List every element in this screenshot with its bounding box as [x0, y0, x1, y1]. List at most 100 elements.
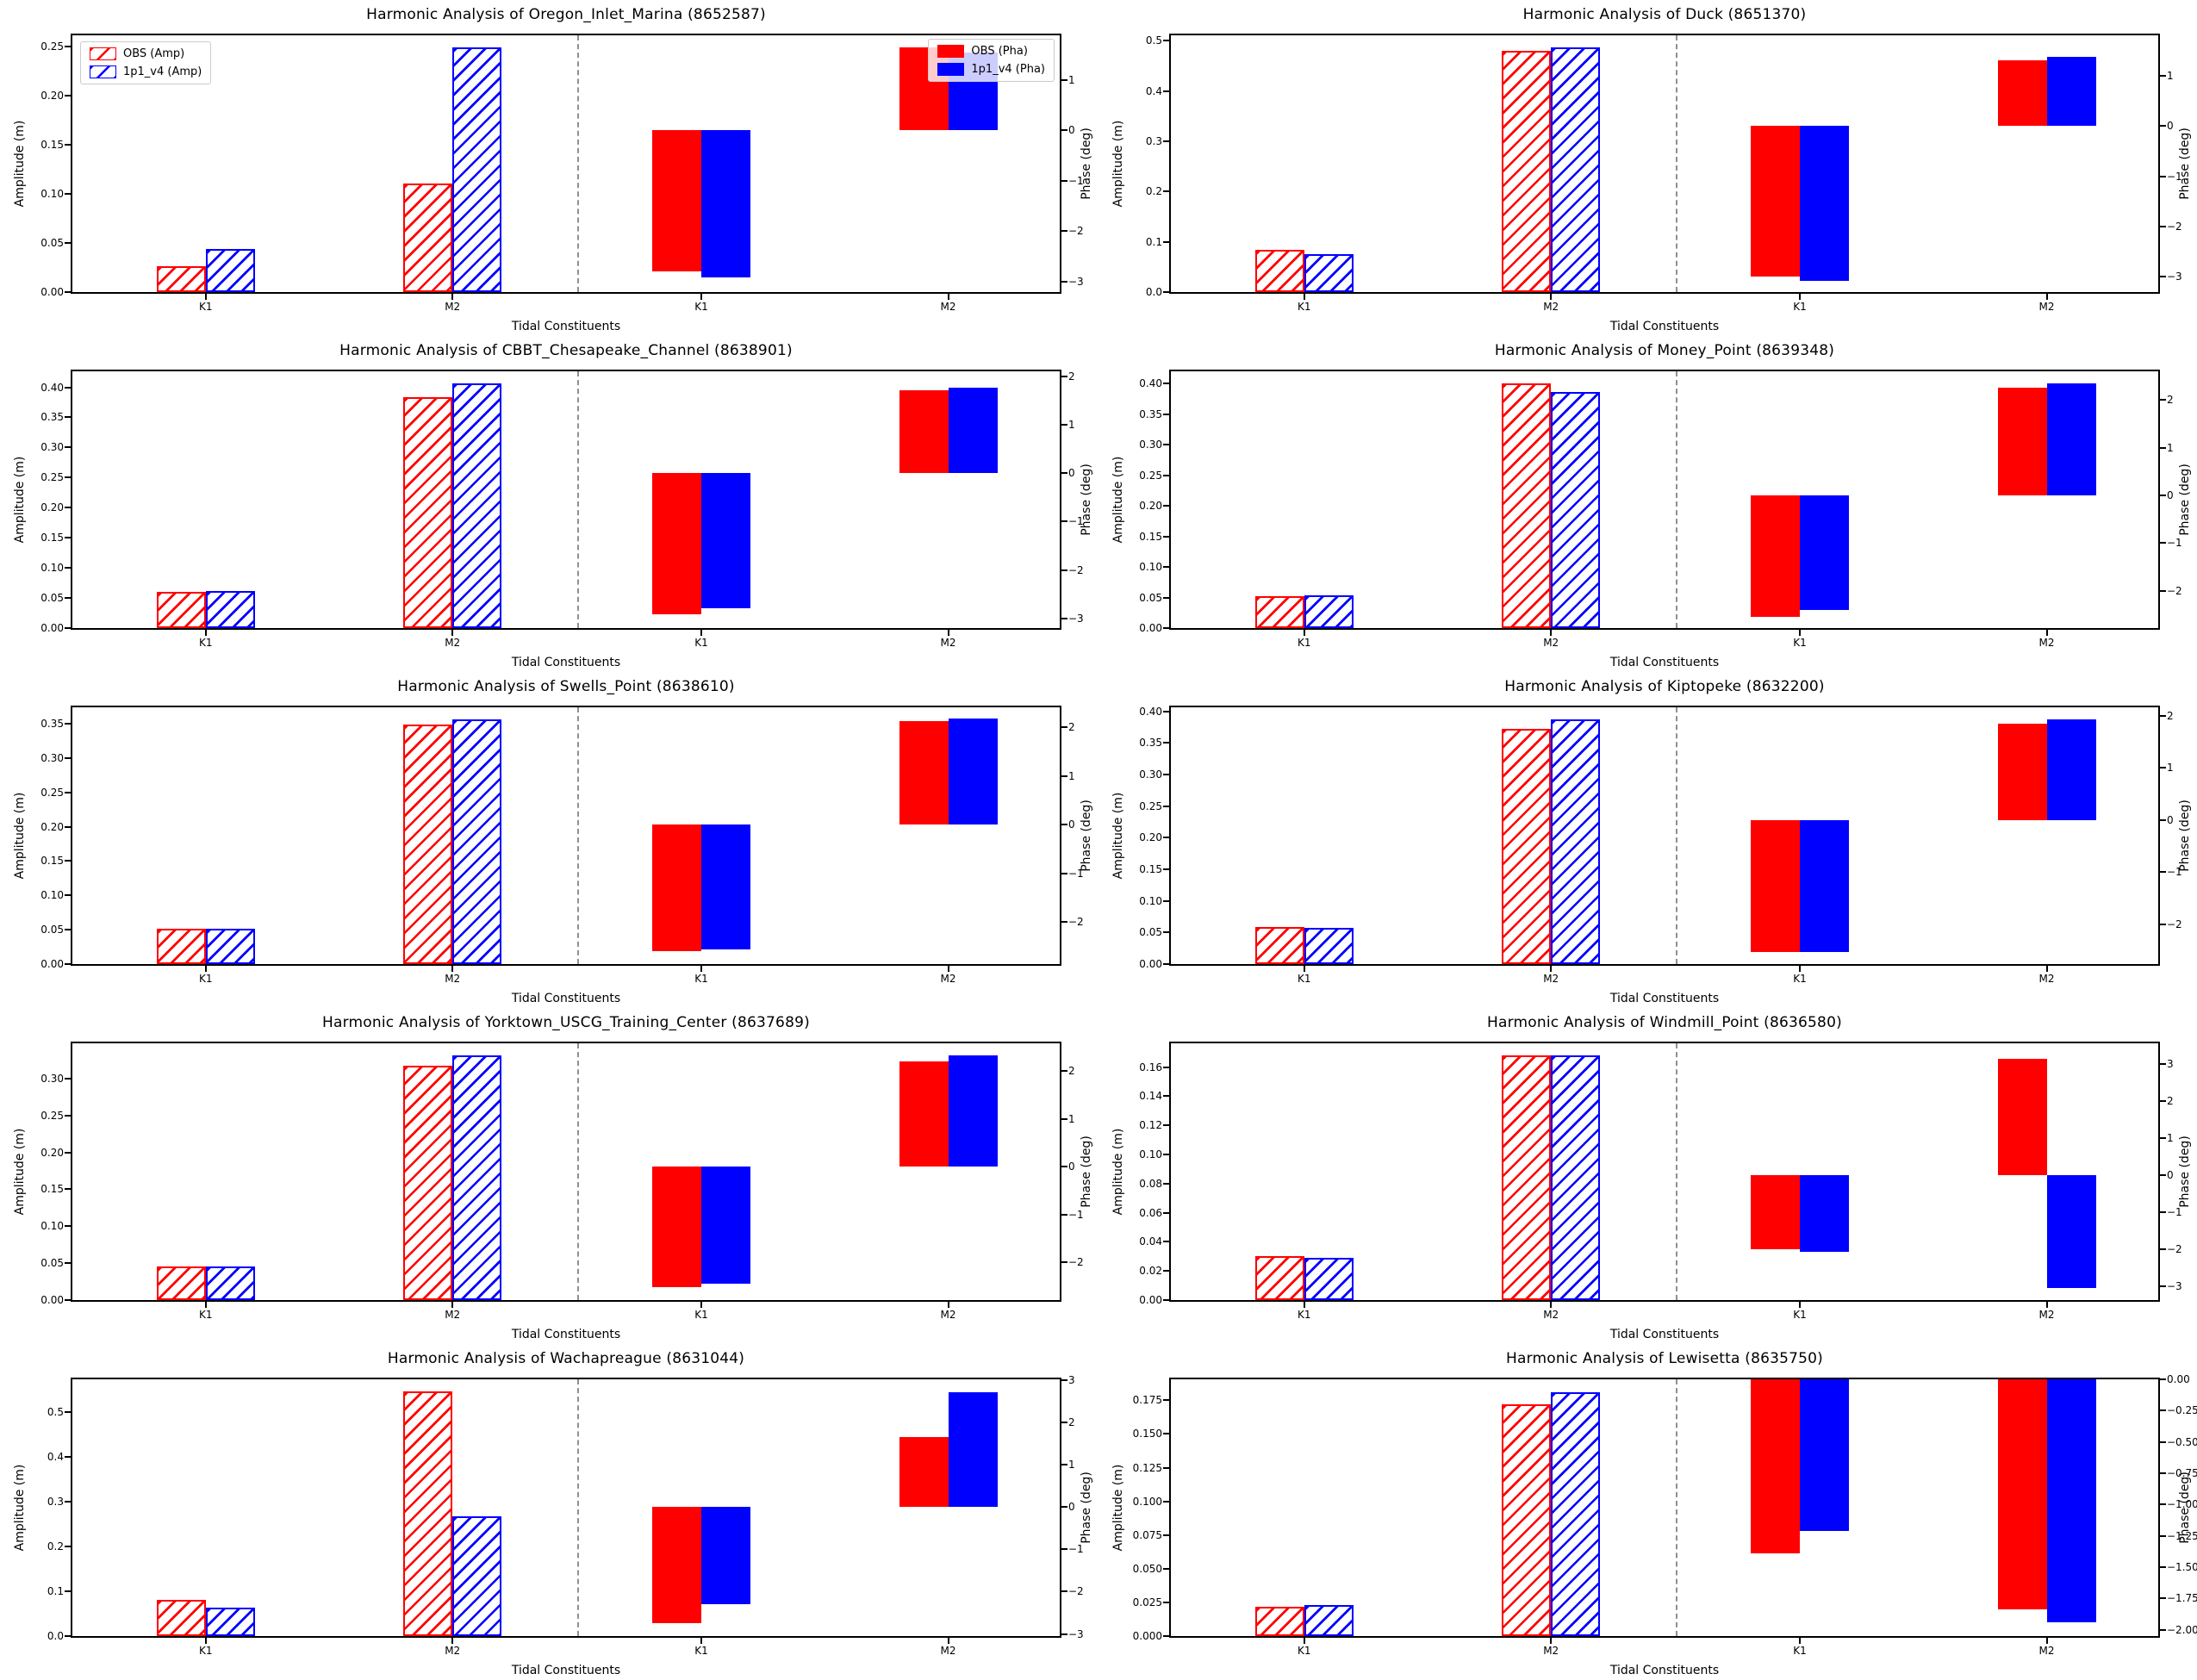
amplitude-bar-model-m2 [452, 1515, 502, 1636]
phase-bar-model-k1 [701, 473, 750, 609]
amplitude-tick-label: 0.10 [1139, 561, 1162, 574]
phase-tick-mark [2160, 1211, 2166, 1214]
amplitude-tick-label: 0.00 [1139, 622, 1162, 634]
amplitude-tick-label: 0.05 [40, 237, 64, 250]
phase-tick-mark [2160, 871, 2166, 874]
amplitude-tick-mark [1163, 805, 1169, 807]
x-tick-mark [947, 630, 949, 636]
amplitude-tick-mark [65, 1151, 71, 1154]
amplitude-bar-obs-k1 [156, 592, 206, 628]
phase-tick-label: −1 [1068, 515, 1084, 528]
chart-title: Harmonic Analysis of Windmill_Point (863… [1487, 1014, 1842, 1031]
phase-tick-mark [2160, 276, 2166, 278]
phase-tick-mark [2160, 1137, 2166, 1140]
x-tick-label: M2 [445, 1645, 461, 1657]
amplitude-tick-label: 0.35 [1139, 408, 1162, 420]
amplitude-bar-model-k1 [1304, 595, 1354, 628]
phase-tick-mark [1061, 1548, 1067, 1551]
phase-tick-mark [1061, 824, 1067, 826]
phase-tick-mark [1061, 1378, 1067, 1381]
phase-tick-mark [2160, 1409, 2166, 1412]
amplitude-tick-mark [1163, 1066, 1169, 1068]
amplitude-tick-label: 0.05 [40, 1257, 64, 1270]
x-tick-mark [700, 630, 702, 636]
x-tick-label: M2 [1543, 301, 1559, 313]
amplitude-tick-label: 0.10 [40, 1220, 64, 1233]
phase-tick-mark [1061, 1166, 1067, 1168]
amplitude-bar-model-m2 [452, 47, 502, 292]
amplitude-tick-mark [1163, 1534, 1169, 1536]
amplitude-axis-label: Amplitude (m) [13, 120, 27, 208]
amplitude-tick-mark [1163, 1466, 1169, 1469]
amplitude-tick-label: 0.30 [1139, 439, 1162, 451]
amplitude-tick-mark [1163, 474, 1169, 476]
phase-tick-label: 0 [1068, 1501, 1075, 1514]
legend-label: OBS (Pha) [971, 45, 1028, 58]
amplitude-axis-label: Amplitude (m) [1111, 792, 1125, 880]
amplitude-axis-label: Amplitude (m) [1111, 120, 1125, 208]
amplitude-tick-label: 0.5 [1145, 34, 1162, 47]
phase-bar-obs-k1 [1751, 819, 1800, 953]
plot-area: 0.00 0.02 0.04 0.06 0.08 0.10 0.12 0.14 0.16 3 2 1 0… [1139, 1042, 2182, 1321]
phase-tick-label: 0 [2167, 489, 2174, 501]
x-axis-label: Tidal Constituents [1609, 1328, 1720, 1341]
x-axis-label: Tidal Constituents [1609, 656, 1720, 669]
amplitude-tick-mark [1163, 899, 1169, 902]
x-tick-mark [700, 1302, 702, 1308]
amplitude-tick-label: 0.15 [40, 855, 64, 868]
amp-phase-divider [1675, 707, 1677, 964]
phase-tick-label: −1 [1068, 867, 1084, 880]
phase-tick-mark [1061, 775, 1067, 777]
phase-tick-mark [2160, 1597, 2166, 1600]
phase-tick-mark [1061, 1422, 1067, 1424]
phase-tick-mark [2160, 1285, 2166, 1288]
amplitude-tick-label: 0.15 [1139, 863, 1162, 876]
x-tick-mark [700, 1638, 702, 1644]
amplitude-tick-label: 0.20 [1139, 831, 1162, 844]
phase-tick-mark [1061, 921, 1067, 924]
x-axis-label: Tidal Constituents [511, 656, 621, 669]
amplitude-tick-label: 0.000 [1132, 1630, 1162, 1642]
phase-tick-mark [2160, 714, 2166, 717]
x-tick-label: M2 [940, 1309, 956, 1321]
legend-label: 1p1_v4 (Pha) [971, 63, 1045, 76]
legend-label: OBS (Amp) [123, 47, 185, 60]
amplitude-tick-label: 0.050 [1132, 1562, 1162, 1575]
x-tick-mark [2045, 1638, 2048, 1644]
phase-tick-label: −3 [2167, 1280, 2182, 1293]
legend-amplitude: OBS (Amp) 1p1_v4 (Amp) [80, 41, 212, 84]
amplitude-tick-mark [1163, 140, 1169, 142]
x-tick-label: M2 [2038, 1309, 2055, 1321]
plot-area: 0.00 0.05 0.10 0.15 0.20 0.25 0.30 0.35 0.40 2 1 0 −… [40, 370, 1084, 649]
x-tick-mark [451, 1302, 454, 1308]
amplitude-bar-obs-k1 [156, 1599, 206, 1636]
amplitude-tick-mark [65, 1455, 71, 1458]
phase-bar-obs-k1 [1751, 1379, 1800, 1554]
amp-phase-divider [576, 371, 579, 628]
amplitude-bar-model-k1 [1304, 1605, 1354, 1636]
phase-tick-mark [2160, 542, 2166, 544]
x-tick-mark [1550, 1638, 1553, 1644]
phase-tick-label: −2 [2167, 221, 2182, 233]
amplitude-tick-label: 0.25 [40, 1109, 64, 1122]
phase-tick-mark [1061, 1213, 1067, 1216]
amplitude-tick-mark [65, 567, 71, 569]
amplitude-tick-mark [1163, 1567, 1169, 1570]
amplitude-tick-label: 0.2 [1145, 185, 1162, 198]
phase-bar-model-k1 [1800, 1379, 1849, 1531]
amplitude-axis-label: Amplitude (m) [13, 456, 27, 544]
x-tick-mark [2045, 294, 2048, 300]
phase-tick-mark [2160, 399, 2166, 401]
phase-tick-mark [2160, 1566, 2166, 1569]
amplitude-tick-mark [1163, 868, 1169, 871]
x-tick-label: M2 [445, 301, 461, 313]
amplitude-bar-model-k1 [205, 1266, 255, 1300]
phase-tick-label: 1 [2167, 69, 2174, 82]
phase-bar-model-m2 [2046, 383, 2096, 495]
phase-bar-obs-m2 [1997, 1058, 2047, 1176]
x-tick-label: M2 [1543, 1309, 1559, 1321]
amplitude-tick-mark [1163, 40, 1169, 42]
amplitude-tick-mark [1163, 963, 1169, 965]
phase-tick-mark [2160, 1174, 2166, 1177]
amplitude-tick-mark [65, 1262, 71, 1265]
